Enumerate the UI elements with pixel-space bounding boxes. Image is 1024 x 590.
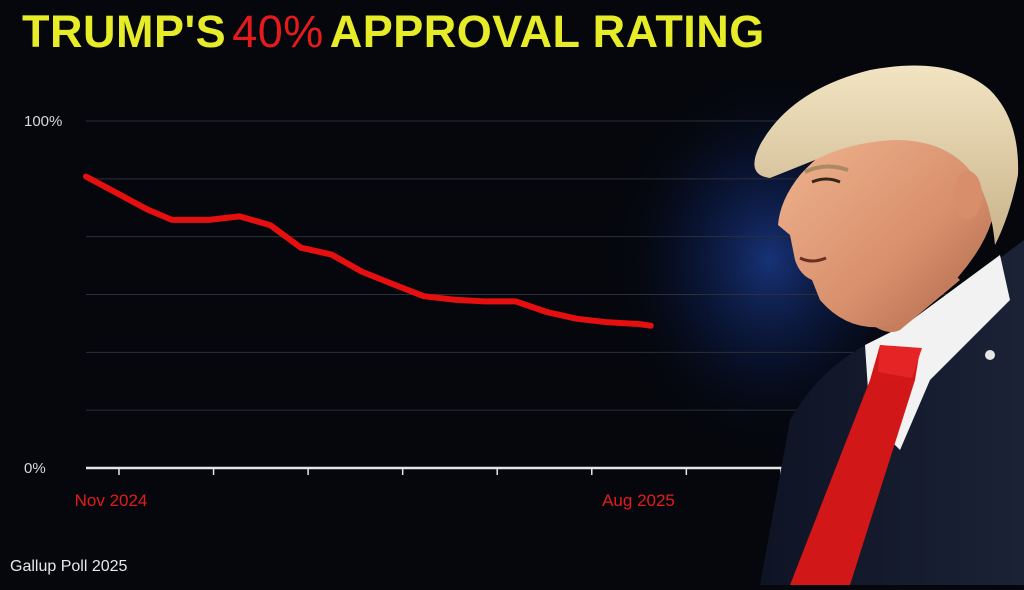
source-label: Gallup Poll 2025 — [10, 558, 128, 575]
y-tick-labels: 0% 100% — [24, 113, 62, 477]
tie-knot — [878, 345, 922, 378]
title-highlight: 40% — [232, 6, 324, 57]
ear — [954, 171, 982, 219]
face — [778, 124, 998, 328]
mouth — [799, 256, 827, 263]
title-part-2: APPROVAL RATING — [329, 6, 765, 57]
portrait-illustration — [754, 65, 1024, 585]
red-tie — [790, 345, 920, 585]
x-tick-labels: Nov 2024 Aug 2025 — [75, 491, 675, 510]
series-layer — [83, 173, 654, 329]
x-tick-label: Nov 2024 — [75, 491, 148, 510]
lapel-pin — [985, 350, 995, 360]
eyebrow — [804, 164, 849, 174]
x-tick-label: Aug 2025 — [602, 491, 675, 510]
eye — [811, 177, 841, 184]
chart-title: TRUMP'S 40% APPROVAL RATING — [22, 6, 765, 58]
hair — [754, 65, 1019, 245]
y-tick-label: 100% — [24, 113, 62, 130]
approval-series-line — [83, 173, 654, 329]
title-part-1: TRUMP'S — [22, 6, 227, 57]
y-tick-label: 0% — [24, 460, 46, 477]
